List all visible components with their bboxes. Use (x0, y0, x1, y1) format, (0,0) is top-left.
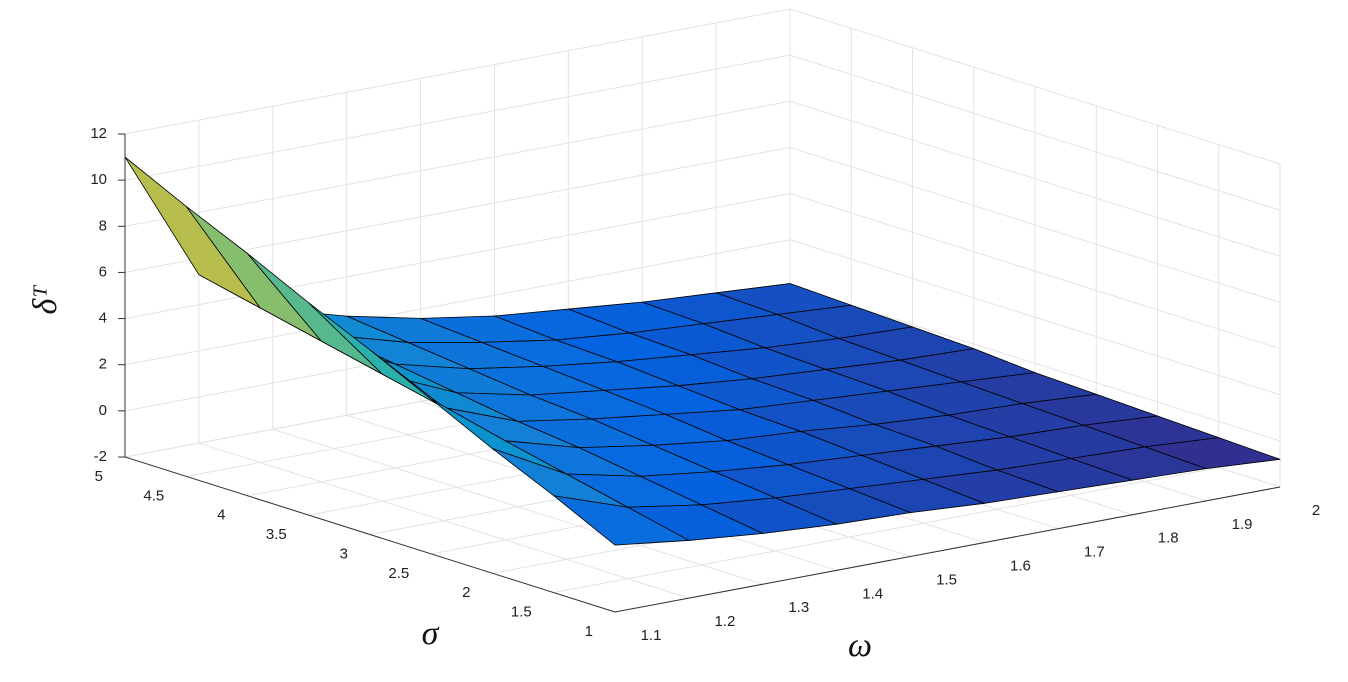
z-tick-label: -2 (94, 448, 107, 465)
surface-face (553, 495, 690, 546)
plot-area: -2 0 2 4 6 8 10 12 1 1.5 2 2.5 3 3.5 4 4.5 5 1.1 1.2 1.3 1.4… (90, 8, 1320, 644)
z-tick-label: 0 (99, 402, 107, 419)
y-tick-label: 3.5 (266, 526, 287, 543)
surface-face (247, 253, 384, 375)
grid-line (553, 467, 1219, 594)
x-tick-label: 1.2 (714, 613, 735, 630)
x-tick-label: 1.6 (1010, 558, 1031, 575)
z-tick-label: 6 (99, 263, 107, 280)
x-tick-label: 1.1 (641, 627, 662, 644)
y-tick-label: 2.5 (388, 565, 409, 582)
y-tick-label: 1.5 (511, 604, 532, 621)
y-tick-label: 2 (462, 584, 470, 601)
grid-line (124, 100, 791, 227)
x-tick-label: 1.4 (862, 585, 883, 602)
grid-line (124, 239, 791, 366)
x-tick-label: 1.9 (1232, 516, 1253, 533)
y-tick-label: 3 (340, 545, 348, 562)
z-tick-label: 2 (99, 356, 107, 373)
axis-line (124, 456, 616, 613)
y-tick-label: 1 (585, 623, 593, 640)
x-axis-label: ω (848, 627, 872, 664)
grid-line (124, 193, 791, 320)
surface-face (124, 156, 261, 309)
z-tick-label: 4 (99, 310, 107, 327)
x-tick-label: 1.8 (1158, 530, 1179, 547)
x-tick-label: 1.3 (788, 599, 809, 616)
z-tick-label: 10 (90, 171, 107, 188)
y-axis-label: σ (422, 615, 440, 652)
y-tick-label: 4.5 (143, 487, 164, 504)
x-tick-label: 1.7 (1084, 544, 1105, 561)
grid-line (124, 8, 791, 135)
x-tick-label: 1.5 (936, 571, 957, 588)
y-tick-label: 4 (217, 507, 225, 524)
x-tick-label: 2 (1312, 502, 1320, 519)
z-axis-label: δᵀ (27, 285, 64, 315)
z-tick-label: 12 (90, 125, 107, 142)
grid-line (124, 54, 791, 181)
z-tick-label: 8 (99, 217, 107, 234)
y-tick-label: 5 (95, 468, 103, 485)
axis-line (614, 486, 1281, 613)
